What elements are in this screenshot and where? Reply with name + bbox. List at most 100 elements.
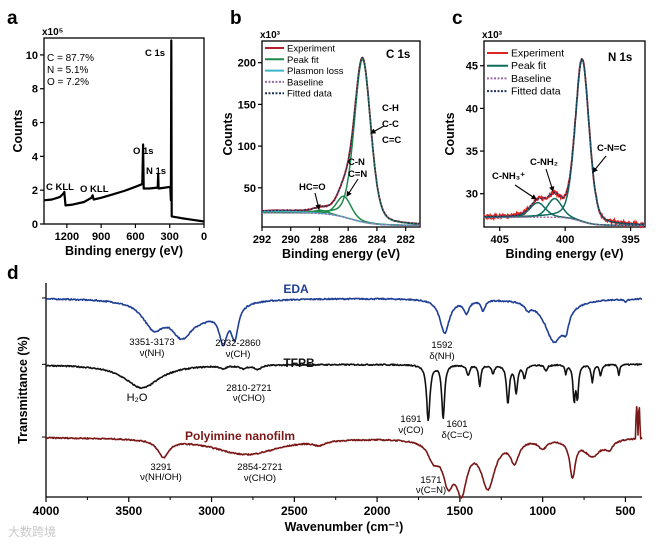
label-cc: C-C: [382, 119, 399, 130]
panel-d-xtick-label: 500: [615, 504, 635, 518]
panel-c-ytick-label: 35: [466, 146, 478, 158]
panel-b-xlabel: Binding energy (eV): [282, 247, 400, 261]
panel-c-plot-frame: [483, 40, 646, 228]
panel-a-ytick-label: 0: [32, 219, 38, 231]
panel-c-experiment-line: [483, 57, 646, 229]
panel-c-ytick-label: 45: [466, 61, 478, 73]
panel-c-legend-label: Fitted data: [511, 86, 561, 98]
panel-c-xtick-label: 400: [556, 234, 574, 246]
tfpb-band-3-mode: ν(CO): [398, 425, 423, 436]
label-ch: C-H: [382, 103, 399, 114]
panel-a-ytick-label: 2: [32, 185, 38, 197]
panel-d-xtick-label: 1000: [529, 504, 556, 518]
panel-b-xtick-label: 284: [368, 234, 387, 246]
tfpb-band-4-mode: δ(C=C): [442, 430, 473, 441]
panel-c-legend-label: Experiment: [511, 48, 564, 60]
arrow-cnh3: [514, 184, 537, 200]
series-label-eda: EDA: [283, 282, 309, 296]
label-cnc: C-N=C: [597, 143, 626, 154]
panel-c-n1s-chart: 405 400 395 30 35 40 45 Binding energy (eV) Coun…: [443, 30, 646, 261]
panel-a-xtick-label: 600: [126, 231, 144, 243]
arrow-hco: [314, 192, 321, 211]
panel-b-xtick-label: 292: [253, 234, 271, 246]
panel-c-legend-label: Peak fit: [511, 60, 546, 72]
label-cen: C=N: [348, 169, 367, 180]
panel-c-ytick-label: 40: [466, 103, 478, 115]
series-label-tfpb: TFPB: [283, 356, 315, 370]
label-cn: C-N: [348, 157, 365, 168]
tfpb-band-2: 2810-2721: [226, 383, 271, 394]
panel-c-ylabel: Counts: [443, 112, 457, 155]
eda-band-3: 1592: [431, 340, 452, 351]
panel-a-ytick-label: 6: [32, 118, 38, 130]
panel-b-baseline-line: [262, 212, 420, 226]
panel-d-xtick-label: 3000: [198, 504, 225, 518]
tfpb-band-h2o: H₂O: [127, 392, 148, 404]
arrow-cnh2: [545, 168, 555, 193]
panel-a-xlabel: Binding energy (eV): [65, 244, 183, 258]
panel-c-y-multiplier: x10³: [482, 30, 503, 41]
panel-d-ylabel: Transmittance (%): [16, 336, 30, 444]
label-o1s: O 1s: [133, 146, 154, 157]
label-ckll: C KLL: [46, 182, 74, 193]
panel-b-plot-frame: [261, 40, 421, 228]
panel-b-legend-label: Peak fit: [287, 55, 319, 66]
panel-b-xtick-label: 286: [339, 234, 357, 246]
panel-a-xtick-label: 1200: [55, 231, 79, 243]
panel-a-survey-chart: 1200 900 600 300 0 0 2 4 6 8 10 Binding energy (eV)…: [11, 27, 207, 258]
panel-b-xtick-label: 282: [396, 234, 414, 246]
panel-b-fitted-line: [262, 56, 420, 225]
label-hco: HC=O: [299, 182, 326, 193]
composition-c: C = 87.7%: [47, 53, 94, 64]
panel-label-c: c: [452, 8, 463, 29]
panel-d-ftir-chart: 4000 3500 3000 2500 2000 1500 1000 500 Wavenumbe…: [16, 283, 643, 534]
panel-c-baseline-line: [484, 216, 645, 226]
panel-c-ytick-label: 30: [466, 189, 478, 201]
eda-band-3-mode: δ(NH): [429, 351, 454, 362]
panel-b-legend-label: Plasmon loss: [287, 66, 344, 77]
panel-d-annotations: EDA 3351-3173 ν(NH) 2932-2860 ν(CH) 1592…: [127, 282, 473, 496]
panel-a-xtick-label: 900: [92, 231, 110, 243]
panel-b-legend-label: Baseline: [287, 77, 323, 88]
label-okll: O KLL: [80, 184, 109, 195]
panel-d-xtick-label: 2500: [281, 504, 308, 518]
panel-label-a: a: [7, 8, 18, 29]
panel-c-xtick-label: 405: [491, 234, 509, 246]
panel-d-xtick-label: 4000: [33, 504, 60, 518]
panel-b-xtick-label: 290: [282, 234, 300, 246]
panel-c-fitted-line: [484, 57, 645, 226]
panel-b-y-multiplier: x10³: [260, 30, 281, 41]
panel-d-spectrum-polyimine-nanofilm: [45, 405, 643, 499]
panel-c-peak-fit-0: [483, 58, 645, 226]
watermark: 大数跨境: [8, 524, 56, 539]
arrow-cc: [370, 125, 385, 134]
label-cnh3: C-NH₃⁺: [492, 171, 525, 182]
panel-c-legend-label: Baseline: [511, 73, 551, 85]
arrow-cnc: [592, 155, 607, 173]
panel-b-legend-label: Fitted data: [287, 89, 333, 100]
eda-band-1: 3351-3173: [129, 337, 174, 348]
panel-b-peak-fit-2: [262, 209, 420, 227]
arrow-cn: [346, 178, 359, 197]
panel-a-xtick-label: 0: [201, 231, 207, 243]
panel-b-title: C 1s: [386, 49, 410, 61]
eda-band-2: 2932-2860: [215, 338, 260, 349]
panel-c-xlabel: Binding energy (eV): [505, 247, 623, 261]
panel-d-xtick-label: 2000: [364, 504, 391, 518]
eda-band-1-mode: ν(NH): [140, 348, 165, 359]
panel-b-ylabel: Counts: [221, 112, 235, 155]
eda-band-2-mode: ν(CH): [226, 349, 251, 360]
tfpb-band-4: 1601: [446, 419, 467, 430]
panel-b-annotations: C 1s C-H C-C C=C C-N C=N HC=O: [299, 49, 410, 211]
series-label-polyimine: Polyimine nanofilm: [185, 429, 295, 443]
panel-d-xtick-label: 1500: [447, 504, 474, 518]
poly-band-1: 3291: [150, 462, 171, 473]
panel-b-legend-label: Experiment: [287, 44, 335, 55]
poly-band-3-mode: ν(C=N): [416, 485, 446, 496]
composition-o: O = 7.2%: [47, 77, 89, 88]
panel-c-annotations: N 1s C-N=C C-NH₂ C-NH₃⁺: [492, 52, 632, 200]
poly-band-1-mode: ν(NH/OH): [140, 472, 182, 483]
panel-a-ytick-label: 8: [32, 84, 38, 96]
panel-d-spectrum-tfpb: [45, 363, 643, 422]
